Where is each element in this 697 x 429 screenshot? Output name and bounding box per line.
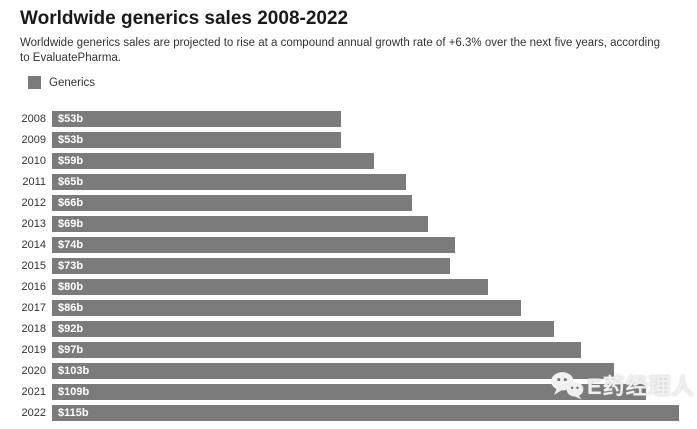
bar: $59b — [52, 152, 374, 169]
bar: $80b — [52, 278, 488, 295]
bar: $86b — [52, 299, 521, 316]
year-label: 2010 — [21, 154, 46, 167]
bar-value-label: $80b — [58, 280, 84, 293]
bar-value-label: $109b — [58, 385, 90, 398]
bar-row: 2018 $92b — [20, 318, 697, 339]
bar-value-label: $74b — [58, 238, 84, 251]
legend: Generics — [28, 76, 697, 89]
bar-row: 2009 $53b — [20, 129, 697, 150]
watermark-text: E药经理人 — [587, 374, 695, 399]
bar-value-label: $86b — [58, 301, 84, 314]
bar-row: 2017 $86b — [20, 297, 697, 318]
year-label: 2012 — [21, 196, 46, 209]
bar-row: 2022 $115b — [20, 402, 697, 423]
bar: $53b — [52, 110, 341, 127]
bar-row: 2021 $109b — [20, 381, 697, 402]
chart-title: Worldwide generics sales 2008-2022 — [20, 8, 349, 29]
year-label: 2014 — [21, 238, 46, 251]
bar: $53b — [52, 131, 341, 148]
year-label: 2022 — [21, 406, 46, 419]
legend-swatch-generics — [28, 76, 41, 89]
year-label: 2016 — [21, 280, 46, 293]
bar: $74b — [52, 236, 455, 253]
year-label: 2021 — [21, 385, 46, 398]
bar-value-label: $97b — [58, 343, 84, 356]
bar-value-label: $53b — [58, 112, 84, 125]
bar-value-label: $65b — [58, 175, 84, 188]
bar-row: 2020 $103b — [20, 360, 697, 381]
legend-label: Generics — [49, 76, 96, 89]
year-label: 2013 — [21, 217, 46, 230]
bar-value-label: $66b — [58, 196, 84, 209]
bar-row: 2010 $59b — [20, 150, 697, 171]
bar-row: 2016 $80b — [20, 276, 697, 297]
bar-value-label: $69b — [58, 217, 84, 230]
chart-subtitle: Worldwide generics sales are projected t… — [20, 37, 660, 64]
bar-value-label: $103b — [58, 364, 90, 377]
bar: $103b — [52, 362, 614, 379]
bar-value-label: $92b — [58, 322, 84, 335]
year-label: 2015 — [21, 259, 46, 272]
wechat-icon — [551, 371, 584, 400]
bar: $109b — [52, 383, 646, 400]
bar: $92b — [52, 320, 554, 337]
bar: $65b — [52, 173, 406, 190]
bar-row: 2013 $69b — [20, 213, 697, 234]
bar: $73b — [52, 257, 450, 274]
bar: $66b — [52, 194, 412, 211]
bar-row: 2011 $65b — [20, 171, 697, 192]
bar: $115b — [52, 404, 679, 421]
year-label: 2019 — [21, 343, 46, 356]
bar-row: 2015 $73b — [20, 255, 697, 276]
year-label: 2009 — [21, 133, 46, 146]
year-label: 2020 — [21, 364, 46, 377]
year-label: 2008 — [21, 112, 46, 125]
bar-value-label: $59b — [58, 154, 84, 167]
bar-value-label: $115b — [58, 406, 89, 419]
bar-row: 2014 $74b — [20, 234, 697, 255]
year-label: 2018 — [21, 322, 46, 335]
bar-row: 2012 $66b — [20, 192, 697, 213]
bar-row: 2019 $97b — [20, 339, 697, 360]
bar-value-label: $73b — [58, 259, 84, 272]
bar-row: 2008 $53b — [20, 108, 697, 129]
watermark: E药经理人 — [550, 369, 695, 401]
year-label: 2017 — [21, 301, 46, 314]
bar: $97b — [52, 341, 581, 358]
bar-value-label: $53b — [58, 133, 84, 146]
bar-chart: 2008 $53b 2009 $53b 2010 $59b 2011 $65b 2012 $66b… — [20, 108, 697, 423]
bar: $69b — [52, 215, 428, 232]
year-label: 2011 — [22, 175, 46, 188]
